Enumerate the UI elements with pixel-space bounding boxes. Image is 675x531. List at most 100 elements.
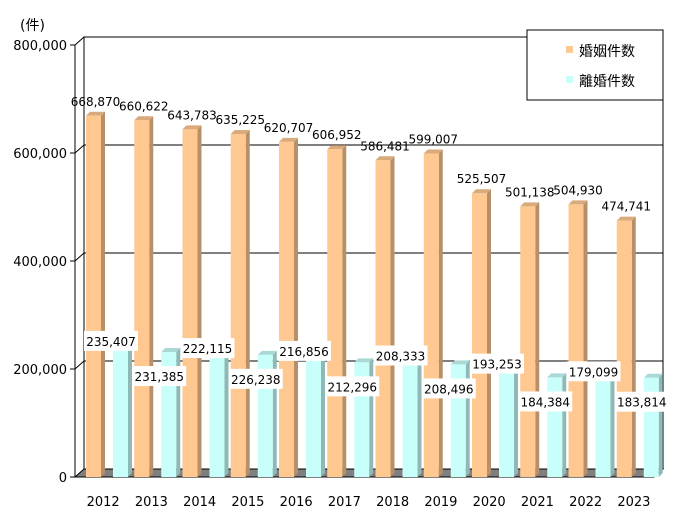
marriage-bar-top	[568, 200, 588, 205]
marriage-bar	[375, 160, 391, 477]
marriage-bar-top	[279, 137, 298, 142]
x-tick-label: 2015	[231, 495, 264, 510]
marriage-value-label: 620,707	[264, 121, 314, 135]
marriage-value-label: 525,507	[457, 172, 507, 186]
divorce-label-bg	[228, 368, 283, 389]
marriage-bar	[520, 206, 536, 477]
divorce-bar-side	[128, 345, 132, 477]
divorce-bar-top	[354, 358, 374, 363]
bars	[86, 111, 663, 478]
divorce-label-bg	[470, 353, 524, 374]
marriage-bar	[279, 141, 294, 477]
marriage-bar-side	[487, 189, 491, 477]
divorce-label-bg	[132, 366, 187, 387]
value-labels: 668,870 235,407 660,622 231,385 643,783 222,1…	[71, 95, 669, 412]
marriage-value-label: 668,870	[71, 95, 121, 109]
divorce-bar	[499, 372, 514, 477]
marriage-bar-side	[342, 145, 347, 478]
marriage-bar	[230, 133, 246, 477]
x-axis: 2012 2013 2014 2015 2016 2017 2018 2019 2020 2021…	[87, 495, 651, 510]
marriage-bar-side	[149, 116, 154, 477]
divorce-value-label: 231,385	[134, 370, 184, 384]
y-tick-label: 0	[59, 471, 67, 486]
marriage-bar-side	[438, 149, 443, 477]
y-tick-label: 400,000	[13, 255, 67, 270]
divorce-bar-side	[465, 360, 470, 477]
marriage-bar-side	[390, 156, 395, 477]
divorce-label-bg	[325, 376, 380, 397]
divorce-label-bg	[277, 340, 331, 361]
divorce-bar-side	[610, 376, 615, 477]
gridlines	[74, 36, 663, 370]
x-tick-label: 2019	[424, 495, 457, 510]
marriage-bar	[86, 115, 101, 477]
divorce-label-bg	[566, 361, 621, 382]
marriage-value-label: 635,225	[215, 113, 265, 127]
gridline	[74, 144, 663, 154]
divorce-value-label: 193,253	[472, 358, 522, 372]
divorce-label-bg	[421, 378, 476, 399]
divorce-value-label: 235,407	[86, 335, 136, 349]
marriage-value-label: 474,741	[601, 200, 651, 214]
divorce-label-bg	[614, 391, 669, 412]
marriage-bar	[327, 149, 343, 478]
marriage-bar	[134, 120, 150, 477]
gridline	[74, 252, 663, 262]
divorce-value-label: 222,115	[183, 342, 233, 356]
divorce-bar-side	[658, 373, 663, 477]
marriage-value-label: 586,481	[360, 139, 410, 153]
legend-swatch-marriage	[566, 46, 573, 53]
divorce-bar-top	[161, 348, 181, 353]
legend-swatch-divorce	[566, 76, 573, 83]
x-tick-label: 2017	[328, 495, 361, 510]
marriage-bar-side	[294, 137, 298, 477]
x-tick-label: 2014	[183, 495, 216, 510]
legend-label-divorce: 離婚件数	[579, 73, 635, 90]
marriage-bar-top	[327, 145, 347, 150]
divorce-bar-side	[514, 368, 518, 477]
marriage-bar-side	[101, 111, 105, 477]
x-tick-label: 2012	[87, 495, 120, 510]
marriage-value-label: 599,007	[408, 133, 458, 147]
gridline	[74, 36, 663, 46]
x-tick-label: 2022	[569, 495, 602, 510]
divorce-label-bg	[518, 391, 573, 412]
divorce-label-bg	[84, 330, 138, 351]
marriage-bar-top	[616, 216, 636, 221]
divorce-bar-side	[562, 373, 567, 477]
marriage-value-label: 643,783	[167, 108, 217, 122]
divorce-bar	[595, 380, 611, 477]
divorce-bar-side	[224, 353, 229, 477]
divorce-bar	[402, 364, 418, 477]
divorce-value-label: 216,856	[279, 345, 329, 359]
x-tick-label: 2013	[135, 495, 168, 510]
y-axis-unit-label: (件)	[20, 18, 45, 34]
marriage-bar	[568, 204, 584, 477]
marriage-value-label: 660,622	[119, 99, 169, 113]
divorce-value-label: 184,384	[520, 395, 570, 409]
marriage-bar-top	[423, 149, 443, 154]
divorce-bar	[113, 349, 128, 477]
marriage-bar-side	[535, 202, 540, 477]
divorce-value-label: 208,496	[424, 382, 474, 396]
divorce-label-bg	[180, 338, 235, 359]
marriage-bar-side	[631, 216, 636, 477]
marriage-value-label: 501,138	[505, 185, 555, 199]
divorce-bar-top	[257, 350, 277, 355]
marriage-value-label: 606,952	[312, 128, 362, 142]
divorce-value-label: 226,238	[231, 373, 281, 387]
divorce-bar-side	[321, 355, 325, 477]
y-tick-label: 800,000	[13, 39, 67, 54]
marriage-value-label: 504,930	[553, 183, 603, 197]
divorce-bar-top	[547, 373, 567, 378]
divorce-bar-top	[643, 373, 663, 378]
x-tick-label: 2018	[376, 495, 409, 510]
divorce-bar	[306, 359, 321, 477]
divorce-value-label: 212,296	[327, 380, 377, 394]
legend-box	[526, 29, 664, 101]
x-tick-label: 2016	[280, 495, 313, 510]
divorce-value-label: 179,099	[569, 365, 619, 379]
marriage-bar-top	[182, 125, 202, 130]
